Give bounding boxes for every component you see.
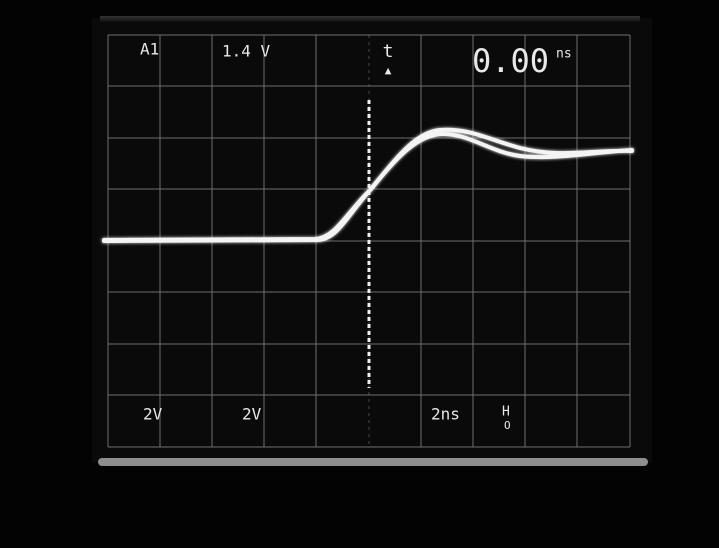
delta-marker: ▲ bbox=[385, 64, 392, 77]
oscilloscope-photo: A1 1.4 V t ▲ 0.00 ns 2V 2V 2ns H O bbox=[0, 0, 719, 548]
mode-top: H bbox=[502, 405, 510, 420]
top-bezel bbox=[100, 16, 640, 22]
page: {"readout": {"channel": "A1", "trigger_l… bbox=[0, 0, 719, 548]
delta-time-symbol: t bbox=[383, 41, 394, 62]
mode-bottom: O bbox=[504, 419, 511, 432]
trigger-level: 1.4 V bbox=[222, 42, 271, 61]
time-value: 0.00 bbox=[472, 42, 549, 80]
timebase: 2ns bbox=[431, 405, 460, 424]
ch2-scale: 2V bbox=[242, 405, 262, 424]
bottom-bezel bbox=[98, 458, 648, 466]
channel-label: A1 bbox=[140, 40, 159, 59]
ch1-scale: 2V bbox=[143, 405, 163, 424]
time-unit: ns bbox=[556, 47, 572, 62]
